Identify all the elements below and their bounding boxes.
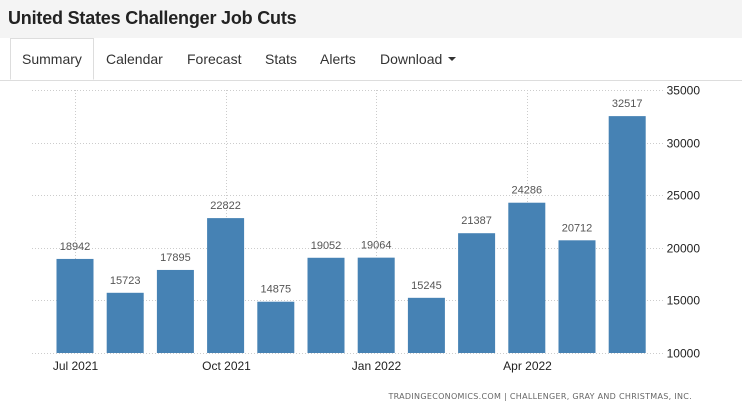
bar-value-label: 20712 <box>562 222 593 234</box>
tab-stats-label: Stats <box>265 51 297 67</box>
bar-value-label: 14875 <box>261 284 292 296</box>
bar-value-label: 17895 <box>160 252 191 264</box>
y-tick-label: 20000 <box>667 242 701 256</box>
bar-value-label: 22822 <box>210 200 241 212</box>
bar <box>558 240 596 353</box>
chevron-down-icon <box>448 57 457 62</box>
y-tick-label: 15000 <box>667 294 701 308</box>
bar-value-label: 18942 <box>60 241 91 253</box>
tab-summary[interactable]: Summary <box>10 38 94 80</box>
bar <box>608 116 646 353</box>
bar-value-label: 15723 <box>110 275 141 287</box>
x-axis-ticks: Jul 2021 Oct 2021 Jan 2022 Apr 2022 <box>53 359 552 373</box>
bar-value-label: 24286 <box>512 185 543 197</box>
y-tick-label: 10000 <box>667 347 701 361</box>
tab-bar: Summary Calendar Forecast Stats Alerts D… <box>0 38 742 81</box>
source-credit: TRADINGECONOMICS.COM | CHALLENGER, GRAY … <box>387 392 692 401</box>
tab-download[interactable]: Download <box>380 38 457 80</box>
y-tick-label: 35000 <box>667 84 701 98</box>
tab-stats[interactable]: Stats <box>265 38 297 80</box>
bar <box>307 257 345 353</box>
tab-alerts-label: Alerts <box>320 51 356 67</box>
bar <box>407 297 445 353</box>
y-axis-ticks: 10000 15000 20000 25000 30000 35000 <box>667 84 701 361</box>
bar-layer <box>56 116 646 353</box>
tab-summary-label: Summary <box>22 51 82 67</box>
tab-forecast-label: Forecast <box>187 51 242 67</box>
header-bar: United States Challenger Job Cuts <box>0 0 742 38</box>
bar <box>508 202 546 353</box>
tab-alerts[interactable]: Alerts <box>320 38 356 80</box>
y-tick-label: 25000 <box>667 189 701 203</box>
tab-calendar-label: Calendar <box>106 51 163 67</box>
bar-value-label: 15245 <box>411 280 442 292</box>
page-title: United States Challenger Job Cuts <box>8 8 297 28</box>
bar <box>56 258 94 353</box>
x-tick-label: Apr 2022 <box>503 359 552 373</box>
x-tick-label: Oct 2021 <box>202 359 251 373</box>
bar <box>106 292 144 353</box>
value-label-layer: 18942 15723 17895 22822 14875 19052 19064 15245… <box>60 98 643 296</box>
bar <box>257 301 295 353</box>
bar-value-label: 21387 <box>461 215 492 227</box>
bar-value-label: 32517 <box>612 98 643 110</box>
y-tick-label: 30000 <box>667 137 701 151</box>
bar-chart: 18942 15723 17895 22822 14875 19052 19064 15245… <box>32 84 701 401</box>
tab-calendar[interactable]: Calendar <box>106 38 163 80</box>
bar <box>207 218 245 353</box>
tab-download-label: Download <box>380 51 443 67</box>
bar <box>156 269 194 353</box>
bar <box>357 257 395 353</box>
bar-value-label: 19064 <box>361 240 392 252</box>
x-tick-label: Jul 2021 <box>53 359 99 373</box>
bar-value-label: 19052 <box>311 240 342 252</box>
bar <box>458 233 496 353</box>
tab-forecast[interactable]: Forecast <box>187 38 241 80</box>
x-tick-label: Jan 2022 <box>352 359 402 373</box>
